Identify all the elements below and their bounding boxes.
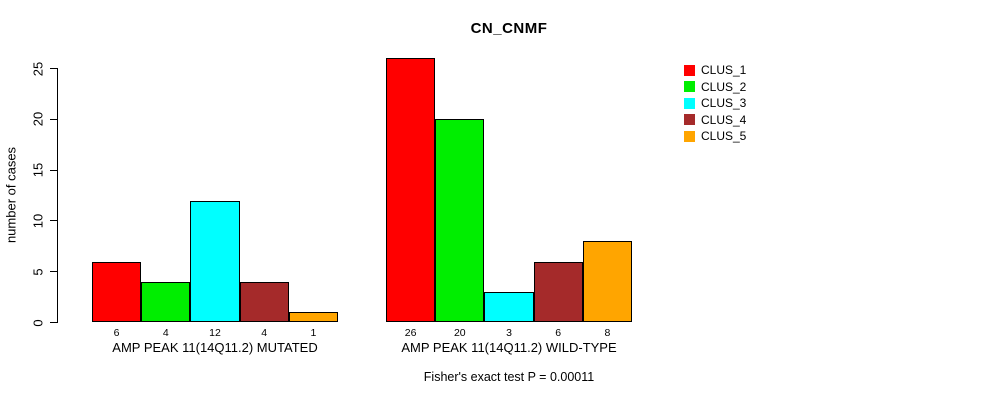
y-tick-label: 5 xyxy=(30,268,46,276)
bar-value-label: 12 xyxy=(209,327,221,339)
bar-clus_4-group1 xyxy=(239,281,289,323)
bar-value-label: 4 xyxy=(162,327,169,339)
bar-clus_2-group1 xyxy=(141,281,191,323)
bar-clus_5-group2 xyxy=(582,241,632,323)
bar-value-label: 8 xyxy=(604,327,611,339)
bar-clus_5-group1 xyxy=(288,312,338,323)
legend-item: CLUS_5 xyxy=(684,128,746,145)
legend-item: CLUS_3 xyxy=(684,95,746,112)
bar-clus_1-group2 xyxy=(386,58,436,323)
legend: CLUS_1 CLUS_2 CLUS_3 CLUS_4 CLUS_5 xyxy=(684,62,746,145)
y-tick-label: 25 xyxy=(30,61,46,76)
y-axis-label: number of cases xyxy=(3,146,19,244)
y-tick xyxy=(50,68,58,69)
legend-label: CLUS_5 xyxy=(701,129,747,144)
y-tick-label: 15 xyxy=(30,162,46,178)
y-tick-label: 0 xyxy=(30,318,46,327)
legend-label: CLUS_4 xyxy=(701,112,747,127)
legend-swatch xyxy=(684,114,695,126)
bar-value-label: 20 xyxy=(453,327,466,339)
legend-swatch xyxy=(684,130,695,142)
y-tick xyxy=(50,220,58,222)
legend-item: CLUS_2 xyxy=(684,79,746,96)
bar-value-label: 3 xyxy=(506,327,512,339)
y-tick xyxy=(50,169,58,171)
y-tick-label: 10 xyxy=(30,213,46,229)
bar-clus_4-group2 xyxy=(533,261,583,323)
legend-item: CLUS_1 xyxy=(684,62,746,79)
bar-clus_1-group1 xyxy=(92,261,142,323)
y-tick-label: 20 xyxy=(30,112,46,127)
chart-title: CN_CNMF xyxy=(470,20,548,37)
bar-clus_2-group2 xyxy=(435,119,485,323)
bar-value-label: 6 xyxy=(113,327,120,339)
y-tick xyxy=(50,322,58,323)
bar-clus_3-group2 xyxy=(484,292,534,323)
y-tick xyxy=(50,271,58,273)
legend-swatch xyxy=(684,97,695,109)
legend-label: CLUS_2 xyxy=(701,79,747,94)
legend-swatch xyxy=(684,64,695,76)
bar-value-label: 4 xyxy=(261,327,268,339)
bar-value-label: 1 xyxy=(310,327,317,339)
group-label: AMP PEAK 11(14Q11.2) MUTATED xyxy=(112,340,318,355)
bar-clus_3-group1 xyxy=(190,200,240,323)
legend-label: CLUS_1 xyxy=(701,63,747,78)
y-tick xyxy=(50,118,58,120)
legend-swatch xyxy=(684,81,695,93)
stat-caption: Fisher's exact test P = 0.00011 xyxy=(423,370,595,384)
bar-value-label: 6 xyxy=(555,327,562,339)
y-axis xyxy=(57,68,58,323)
legend-label: CLUS_3 xyxy=(701,96,747,111)
legend-item: CLUS_4 xyxy=(684,112,746,129)
bar-value-label: 26 xyxy=(404,327,417,339)
group-label: AMP PEAK 11(14Q11.2) WILD-TYPE xyxy=(401,340,617,355)
